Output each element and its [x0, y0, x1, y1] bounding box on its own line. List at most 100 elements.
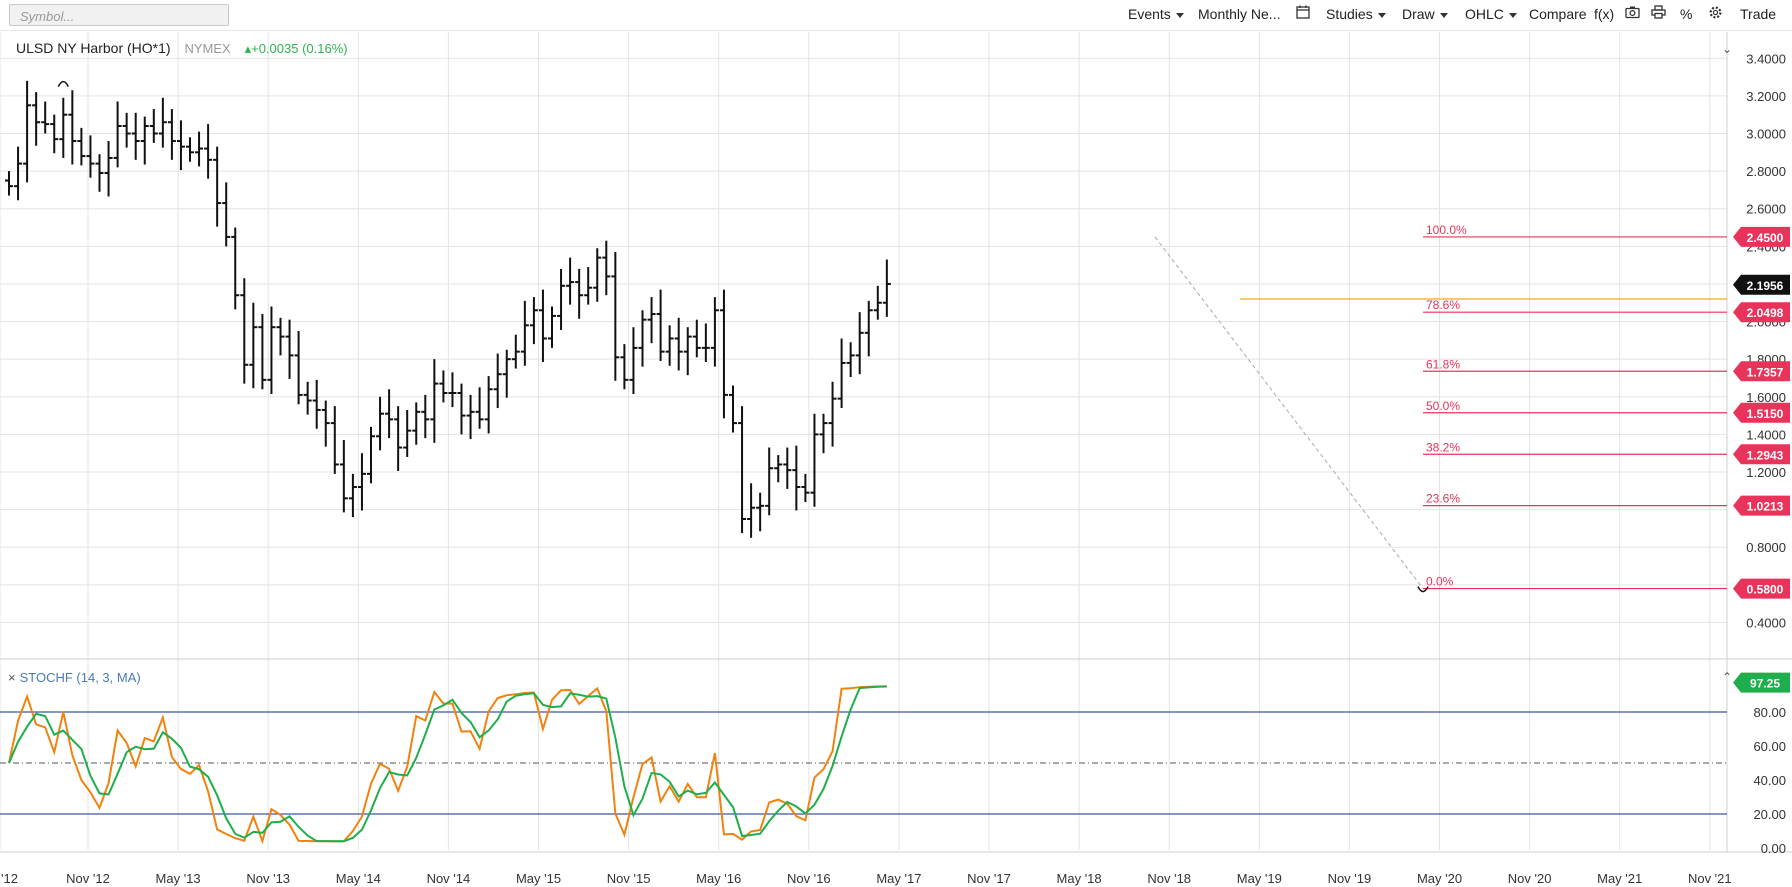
axis-labels: 3.40003.20003.00002.80002.60002.40002.20…: [1, 51, 1786, 886]
price-tick-label: 1.6000: [1746, 390, 1786, 405]
ohlc-bar: [303, 381, 312, 415]
ohlc-bar: [647, 297, 656, 344]
stoch-badge-bg: [1733, 672, 1790, 693]
ohlc-bar: [330, 406, 339, 474]
ohlc-bar: [557, 268, 566, 331]
fib-price-badge: 2.4500: [1733, 226, 1790, 247]
calendar-icon[interactable]: [1296, 5, 1314, 23]
percent-toggle[interactable]: %: [1680, 6, 1693, 22]
collapse-panel-icon[interactable]: ⌄: [1722, 42, 1733, 56]
price-tick-label: 3.2000: [1746, 89, 1786, 104]
stoch-badge-text: 97.25: [1750, 677, 1780, 691]
time-tick-label: '12: [1, 871, 18, 886]
time-tick-label: Nov '12: [66, 871, 110, 886]
ohlc-bar: [285, 319, 294, 379]
ohlc-bar: [502, 349, 511, 398]
events-label: Events: [1128, 6, 1171, 22]
swing-high-marker: [57, 80, 69, 87]
time-tick-label: May '14: [336, 871, 381, 886]
price-tick-label: 3.4000: [1746, 51, 1786, 66]
ohlc-bar: [756, 492, 765, 532]
fib-trend-line: [1154, 236, 1424, 589]
ohlc-bar: [104, 141, 113, 197]
ohlc-bar: [195, 131, 204, 167]
stoch-tick-label: 60.00: [1753, 739, 1786, 754]
ohlc-bar: [738, 406, 747, 534]
price-tick-label: 1.2000: [1746, 465, 1786, 480]
ohlc-bar: [710, 297, 719, 367]
fib-badge-bg: [1733, 302, 1790, 323]
current-price-badge: 2.1956: [1733, 274, 1790, 295]
ohlc-bars: [5, 80, 1429, 593]
ohlc-bar: [249, 302, 258, 389]
ohlc-bar: [819, 413, 828, 454]
ohlc-bar: [258, 314, 267, 390]
price-chart[interactable]: 100.0% 78.6% 61.8% 50.0% 38.2% 23.6% 0.0% 3.40…: [0, 30, 1792, 887]
symbol-search-input[interactable]: Symbol...: [9, 4, 229, 26]
studies-menu[interactable]: Studies: [1326, 6, 1386, 22]
ohlc-bar: [846, 342, 855, 378]
fib-price-badge: 1.0213: [1733, 495, 1790, 516]
chevron-down-icon: [1377, 12, 1386, 18]
ohlc-bar: [520, 300, 529, 366]
time-tick-label: May '19: [1237, 871, 1282, 886]
time-tick-label: May '20: [1417, 871, 1462, 886]
ohlc-bar: [484, 376, 493, 434]
ohlc-bar: [882, 259, 891, 317]
ohlc-bar: [5, 171, 13, 196]
expand-panel-icon[interactable]: ⌃: [1722, 670, 1733, 684]
print-icon[interactable]: [1651, 5, 1669, 23]
time-tick-label: Nov '19: [1328, 871, 1372, 886]
ohlc-bar: [665, 325, 674, 366]
ohlc-bar: [158, 97, 167, 148]
fib-level-label: 78.6%: [1426, 298, 1460, 312]
chart-type-menu[interactable]: OHLC: [1465, 6, 1517, 22]
ohlc-bar: [873, 285, 882, 320]
compare-button[interactable]: Compare: [1529, 6, 1587, 22]
ohlc-bar: [86, 135, 95, 178]
draw-menu[interactable]: Draw: [1402, 6, 1448, 22]
chevron-down-icon: [1439, 12, 1448, 18]
chart-type-label: OHLC: [1465, 6, 1504, 22]
camera-icon[interactable]: [1625, 5, 1643, 23]
interval-label: Monthly Ne...: [1198, 6, 1281, 22]
fib-badge-text: 1.7357: [1747, 365, 1784, 379]
fibonacci-retracement: 100.0% 78.6% 61.8% 50.0% 38.2% 23.6% 0.0%: [1154, 223, 1727, 590]
ohlc-bar: [864, 300, 873, 357]
symbol-name: ULSD NY Harbor (HO*1): [16, 40, 171, 56]
time-tick-label: Nov '16: [787, 871, 831, 886]
gear-icon[interactable]: [1708, 5, 1726, 23]
price-tick-label: 2.8000: [1746, 164, 1786, 179]
ohlc-bar: [584, 267, 593, 305]
events-menu[interactable]: Events: [1128, 6, 1184, 22]
current-badge-text: 2.1956: [1747, 279, 1784, 293]
ohlc-bar: [538, 289, 547, 362]
chevron-down-icon: [1508, 12, 1517, 18]
exchange-name: NYMEX: [184, 41, 231, 56]
fib-badge-text: 1.2943: [1747, 448, 1784, 462]
trade-button[interactable]: Trade: [1740, 6, 1777, 22]
ohlc-bar: [765, 447, 774, 516]
fib-badge-bg: [1733, 578, 1790, 599]
ohlc-bar: [792, 445, 801, 511]
ohlc-bar: [511, 334, 520, 369]
fib-badge-text: 2.4500: [1747, 231, 1784, 245]
price-change: ▴+0.0035 (0.16%): [245, 41, 348, 56]
ohlc-bar: [548, 306, 556, 348]
function-button[interactable]: f(x): [1594, 6, 1615, 22]
ohlc-bar: [774, 455, 783, 483]
ohlc-bar: [719, 289, 728, 419]
ohlc-bar: [321, 400, 330, 447]
swing-low-marker: [1417, 586, 1429, 593]
ohlc-bar: [348, 473, 357, 518]
close-study-icon[interactable]: ×: [8, 670, 16, 685]
interval-menu[interactable]: Monthly Ne...: [1198, 6, 1280, 22]
ohlc-bar: [747, 483, 756, 538]
ohlc-bar: [475, 387, 484, 429]
ohlc-bar: [611, 251, 620, 381]
ohlc-bar: [403, 409, 412, 457]
ohlc-bar: [149, 109, 158, 143]
time-tick-label: Nov '13: [246, 871, 290, 886]
price-tick-label: 3.0000: [1746, 127, 1786, 142]
price-tick-label: 1.4000: [1746, 427, 1786, 442]
